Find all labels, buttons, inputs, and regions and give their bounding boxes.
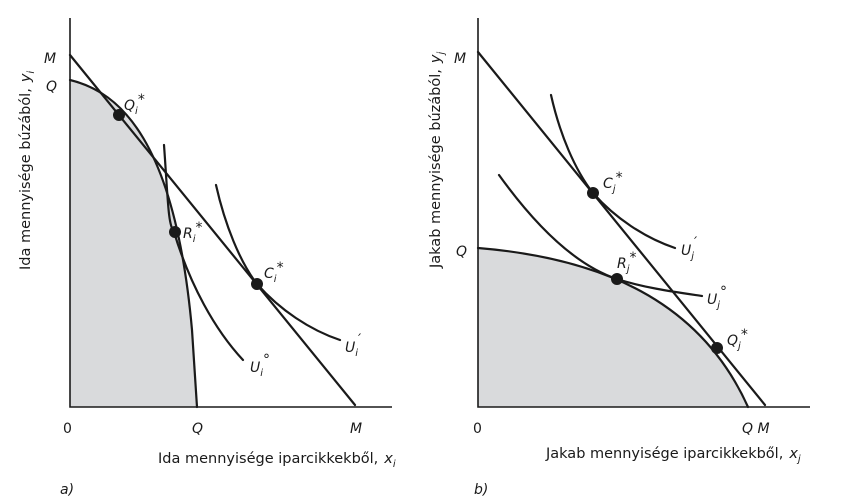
panel-b-origin: 0 bbox=[473, 421, 482, 437]
panel-a-x-axis-title: Ida mennyisége iparcikkekből, xi bbox=[158, 451, 396, 470]
panel-b-x-label-q-m: Q M bbox=[742, 421, 770, 437]
panel-b-y-label-m: M bbox=[454, 51, 466, 67]
panel-b-ppf-area bbox=[478, 248, 748, 407]
panel-a: Qi* Ri* Ci* Ui° Ui′ M Q 0 Q M Ida mennyi… bbox=[18, 18, 396, 498]
panel-b-label-q-star: Qj* bbox=[727, 327, 748, 352]
panel-a-x-label-q: Q bbox=[192, 421, 203, 437]
panel-a-indifference-curve-u0 bbox=[162, 143, 245, 362]
panel-a-y-label-q: Q bbox=[46, 79, 57, 95]
panel-b-label-c-star: Cj* bbox=[603, 170, 623, 195]
panel-a-ppf-curve bbox=[68, 78, 199, 409]
panel-a-y-label-m: M bbox=[44, 51, 56, 67]
panel-a-origin: 0 bbox=[63, 421, 72, 437]
panel-b-y-axis-title: Jakab mennyisége búzából,yj bbox=[428, 52, 447, 269]
panel-a-label-r-star: Ri* bbox=[183, 220, 203, 245]
panel-b-x-axis-title: Jakab mennyisége iparcikkekből, xj bbox=[545, 446, 801, 465]
panel-b-point-q bbox=[711, 342, 723, 354]
panel-b-label-u0: Uj° bbox=[707, 284, 727, 311]
panel-a-label-u1: Ui′ bbox=[345, 332, 362, 359]
panel-a-axes bbox=[69, 18, 392, 408]
panel-a-point-q bbox=[113, 109, 125, 121]
panel-a-ppf-area bbox=[70, 80, 197, 407]
panel-a-label-c-star: Ci* bbox=[264, 260, 284, 285]
panel-a-x-label-m: M bbox=[350, 421, 362, 437]
panel-a-point-c bbox=[251, 278, 263, 290]
panel-b-point-r bbox=[611, 273, 623, 285]
panel-a-caption: a) bbox=[60, 482, 74, 498]
panel-b-point-c bbox=[587, 187, 599, 199]
panel-b-indifference-curve-u1 bbox=[549, 93, 677, 250]
panel-a-label-q-star: Qi* bbox=[124, 92, 145, 117]
panel-a-point-r bbox=[169, 226, 181, 238]
panel-b-label-u1: Uj′ bbox=[681, 235, 698, 262]
panel-b-label-r-star: Rj* bbox=[617, 250, 637, 275]
panel-b-ppf-curve bbox=[476, 246, 750, 409]
panel-b: Cj* Rj* Qj* Uj′ Uj° M Q 0 Q M Jakab menn… bbox=[428, 18, 810, 498]
panel-a-label-u0: Ui° bbox=[250, 352, 270, 379]
panel-a-y-axis-title: Ida mennyisége búzából,yi bbox=[18, 71, 37, 270]
panel-b-y-label-q: Q bbox=[456, 244, 467, 260]
panel-b-axes bbox=[477, 18, 810, 408]
panel-b-caption: b) bbox=[474, 482, 488, 498]
